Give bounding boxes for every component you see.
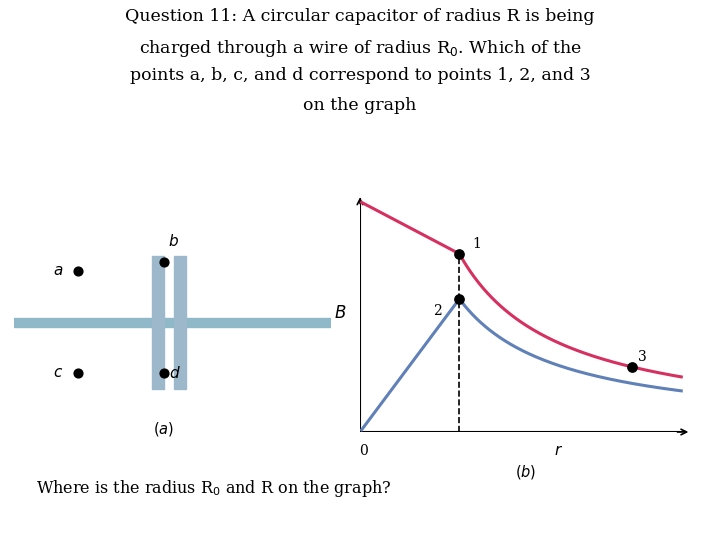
Text: 2: 2 bbox=[433, 303, 441, 318]
Point bbox=[72, 369, 84, 377]
Point bbox=[626, 362, 637, 371]
Bar bbox=[14, 318, 331, 327]
Text: on the graph: on the graph bbox=[303, 97, 417, 114]
Text: $r$: $r$ bbox=[554, 444, 563, 458]
Text: Where is the radius R$_0$ and R on the graph?: Where is the radius R$_0$ and R on the g… bbox=[36, 478, 392, 499]
Text: $(b)$: $(b)$ bbox=[515, 463, 536, 481]
Text: Question 11: A circular capacitor of radius R is being: Question 11: A circular capacitor of rad… bbox=[125, 8, 595, 25]
Text: $B$: $B$ bbox=[334, 305, 346, 322]
Text: $b$: $b$ bbox=[168, 233, 179, 249]
Text: points a, b, c, and d correspond to points 1, 2, and 3: points a, b, c, and d correspond to poin… bbox=[130, 68, 590, 84]
Point bbox=[454, 249, 465, 258]
Text: $c$: $c$ bbox=[53, 366, 63, 380]
Text: $d$: $d$ bbox=[169, 365, 181, 381]
Point bbox=[158, 369, 170, 377]
Text: $(a)$: $(a)$ bbox=[153, 420, 174, 438]
Text: charged through a wire of radius R$_0$. Which of the: charged through a wire of radius R$_0$. … bbox=[138, 38, 582, 59]
Text: 3: 3 bbox=[638, 350, 647, 365]
Bar bbox=[152, 255, 164, 389]
Text: 1: 1 bbox=[472, 238, 482, 252]
Bar bbox=[174, 255, 186, 389]
Point bbox=[454, 295, 465, 303]
Point bbox=[158, 258, 170, 266]
Point bbox=[72, 267, 84, 276]
Text: $a$: $a$ bbox=[53, 265, 63, 279]
Text: 0: 0 bbox=[359, 444, 368, 458]
